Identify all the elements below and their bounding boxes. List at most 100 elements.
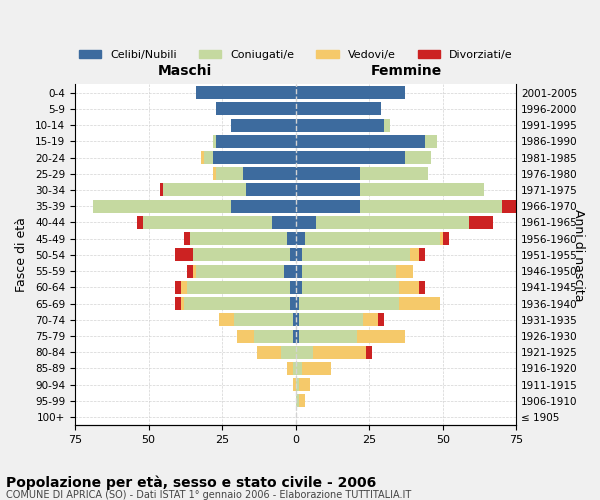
Bar [242,168,296,180]
Bar [237,330,254,342]
Bar [396,264,413,278]
Bar [296,394,299,407]
Bar [196,86,296,99]
Bar [299,297,399,310]
Bar [410,248,419,262]
Bar [361,184,484,196]
Bar [254,330,293,342]
Bar [425,135,437,148]
Bar [296,264,302,278]
Bar [213,151,296,164]
Bar [272,216,296,229]
Bar [175,248,193,262]
Bar [290,281,296,294]
Bar [293,362,296,375]
Bar [443,232,449,245]
Bar [196,264,284,278]
Bar [231,200,296,212]
Bar [299,378,310,391]
Bar [399,297,440,310]
Bar [213,168,216,180]
Bar [216,135,296,148]
Bar [305,232,440,245]
Bar [92,200,231,212]
Bar [234,314,293,326]
Bar [316,216,469,229]
Bar [184,232,190,245]
Bar [302,362,331,375]
Legend: Celibi/Nubili, Coniugati/e, Vedovi/e, Divorziati/e: Celibi/Nubili, Coniugati/e, Vedovi/e, Di… [74,46,517,64]
Bar [219,314,234,326]
Bar [313,346,367,358]
Bar [296,330,299,342]
Bar [175,281,181,294]
Bar [193,248,290,262]
Bar [419,281,425,294]
Bar [143,216,272,229]
Bar [384,118,390,132]
Bar [296,362,302,375]
Bar [502,200,520,212]
Bar [216,102,296,116]
Bar [296,297,299,310]
Bar [296,151,404,164]
Bar [175,297,181,310]
Bar [296,281,302,294]
Bar [296,346,313,358]
Bar [184,297,290,310]
Bar [202,151,205,164]
Bar [296,118,384,132]
Bar [302,264,396,278]
Bar [257,346,281,358]
Bar [181,297,184,310]
Bar [193,264,196,278]
Bar [290,297,296,310]
Bar [187,264,193,278]
Bar [296,216,316,229]
Text: Maschi: Maschi [158,64,212,78]
Bar [296,314,299,326]
Bar [440,232,443,245]
Bar [296,248,302,262]
Bar [163,184,245,196]
Bar [284,264,296,278]
Bar [378,314,384,326]
Bar [469,216,493,229]
Bar [364,314,378,326]
Bar [290,248,296,262]
Bar [293,314,296,326]
Bar [213,135,216,148]
Bar [296,102,381,116]
Bar [361,200,502,212]
Bar [137,216,143,229]
Text: Popolazione per età, sesso e stato civile - 2006: Popolazione per età, sesso e stato civil… [6,475,376,490]
Bar [367,346,372,358]
Text: Femmine: Femmine [370,64,442,78]
Bar [296,378,299,391]
Bar [299,330,358,342]
Y-axis label: Fasce di età: Fasce di età [15,218,28,292]
Bar [281,346,296,358]
Y-axis label: Anni di nascita: Anni di nascita [572,208,585,301]
Bar [287,232,296,245]
Bar [296,135,425,148]
Bar [245,184,296,196]
Bar [296,200,361,212]
Bar [404,151,431,164]
Text: COMUNE DI APRICA (SO) - Dati ISTAT 1° gennaio 2006 - Elaborazione TUTTITALIA.IT: COMUNE DI APRICA (SO) - Dati ISTAT 1° ge… [6,490,411,500]
Bar [299,394,305,407]
Bar [181,281,187,294]
Bar [293,378,296,391]
Bar [302,248,410,262]
Bar [190,232,287,245]
Bar [296,232,305,245]
Bar [302,281,399,294]
Bar [231,118,296,132]
Bar [160,184,163,196]
Bar [187,281,290,294]
Bar [205,151,213,164]
Bar [296,184,361,196]
Bar [299,314,364,326]
Bar [361,168,428,180]
Bar [296,168,361,180]
